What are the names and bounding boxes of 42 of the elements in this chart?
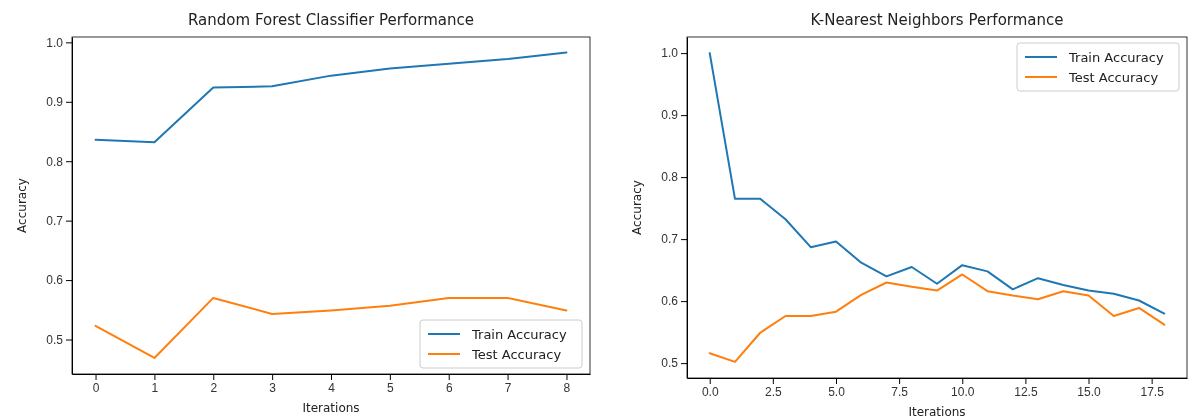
y-tick-label: 0.5 <box>46 332 64 347</box>
line-series <box>94 51 568 144</box>
y-tick-label: 0.5 <box>661 356 679 371</box>
legend-label: Test Accuracy <box>471 347 562 362</box>
y-tick-label: 0.9 <box>46 95 64 110</box>
y-tick-label: 0.7 <box>46 214 64 228</box>
x-tick-label: 10.0 <box>951 384 975 399</box>
x-tick-label: 4 <box>328 380 336 395</box>
legend-label: Train Accuracy <box>1068 50 1164 65</box>
y-axis-title: Accuracy <box>15 178 29 233</box>
x-tick-label: 12.5 <box>1014 384 1038 399</box>
line-series <box>708 273 1166 363</box>
x-tick-label: 5 <box>387 380 395 395</box>
legend-label: Test Accuracy <box>1068 70 1159 85</box>
legend-label: Train Accuracy <box>471 327 567 342</box>
y-tick-label: 0.8 <box>46 154 64 169</box>
y-tick-label: 1.0 <box>661 46 679 61</box>
y-tick-label: 0.8 <box>661 170 679 185</box>
chart-title: K-Nearest Neighbors Performance <box>810 11 1064 29</box>
x-tick-label: 7.5 <box>891 384 909 399</box>
x-tick-label: 2.5 <box>765 384 783 399</box>
line-series <box>708 52 1166 315</box>
x-tick-label: 2 <box>210 380 218 395</box>
x-axis-title: Iterations <box>302 401 360 415</box>
y-tick-label: 0.6 <box>661 294 679 309</box>
x-tick-label: 0 <box>92 380 100 395</box>
x-tick-label: 8 <box>563 380 571 395</box>
x-tick-label: 15.0 <box>1077 384 1102 399</box>
x-tick-label: 6 <box>445 380 453 395</box>
y-tick-label: 0.9 <box>661 108 679 123</box>
x-tick-label: 3 <box>269 380 277 395</box>
x-tick-label: 1 <box>151 380 159 395</box>
y-tick-label: 0.7 <box>661 232 679 247</box>
y-axis-title: Accuracy <box>630 180 644 235</box>
y-tick-label: 1.0 <box>46 35 64 50</box>
x-tick-label: 17.5 <box>1140 384 1165 399</box>
x-tick-label: 0.0 <box>701 384 719 399</box>
y-tick-label: 0.6 <box>46 273 64 288</box>
chart-title: Random Forest Classifier Performance <box>188 11 474 29</box>
x-tick-label: 7 <box>504 380 512 395</box>
x-tick-label: 5.0 <box>828 384 846 399</box>
x-axis-title: Iterations <box>908 405 966 418</box>
